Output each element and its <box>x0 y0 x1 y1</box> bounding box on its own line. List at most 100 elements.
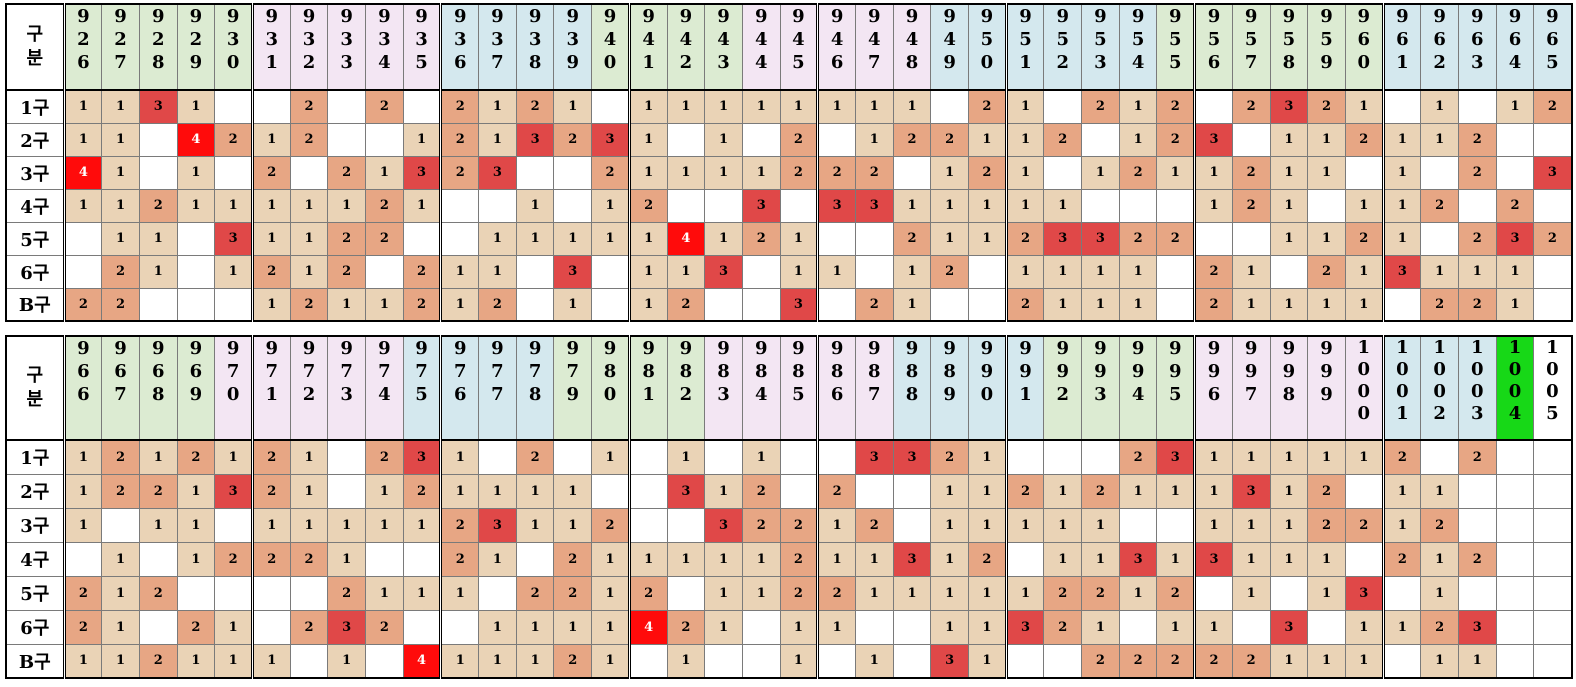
count-cell: 2 <box>439 507 480 543</box>
count-cell <box>515 287 555 322</box>
count-cell: 1 <box>591 643 630 679</box>
column-header-digit: 2 <box>151 29 165 50</box>
column-header-digit: 9 <box>1169 338 1182 359</box>
column-header-digit: 9 <box>1320 6 1333 27</box>
column-header-digit: 9 <box>189 384 203 405</box>
column-header-digit: 1 <box>642 52 655 73</box>
count-cell: 1 <box>1495 89 1535 124</box>
count-cell: 2 <box>779 122 819 157</box>
count-cell <box>365 254 404 289</box>
column-header-digit: 9 <box>754 338 768 359</box>
column-header-digit: 4 <box>754 29 768 50</box>
count-cell: 3 <box>138 89 178 124</box>
column-header-digit: 9 <box>1546 6 1559 27</box>
count-cell: 2 <box>741 473 781 509</box>
count-cell <box>892 155 932 190</box>
count-cell: 1 <box>176 643 216 679</box>
column-header-digit: 7 <box>491 361 504 382</box>
count-cell: 1 <box>591 188 630 223</box>
count-cell: 1 <box>1193 155 1233 190</box>
count-cell: 2 <box>214 541 253 577</box>
count-cell: 1 <box>1004 122 1045 157</box>
count-cell: 2 <box>1533 221 1572 256</box>
count-cell <box>1533 439 1572 475</box>
count-cell: 1 <box>968 188 1007 223</box>
count-cell: 1 <box>591 439 630 475</box>
count-cell: 1 <box>1118 287 1158 322</box>
column-header-digit: 3 <box>566 29 580 50</box>
count-cell: 1 <box>854 541 894 577</box>
count-cell: 1 <box>553 221 593 256</box>
count-cell: 1 <box>968 122 1007 157</box>
row-label: 5구 <box>5 221 66 256</box>
count-cell: 3 <box>816 188 856 223</box>
count-cell: 1 <box>1420 541 1459 577</box>
count-cell <box>250 89 291 124</box>
count-cell: 1 <box>478 643 517 679</box>
count-cell: 1 <box>365 473 404 509</box>
count-cell: 2 <box>816 473 856 509</box>
count-cell: 1 <box>1381 155 1422 190</box>
column-header-digit: 7 <box>378 361 391 382</box>
count-cell: 1 <box>1307 287 1346 322</box>
column-header-digit: 4 <box>754 52 768 73</box>
count-cell <box>1381 287 1422 322</box>
count-cell: 2 <box>365 439 404 475</box>
count-cell: 2 <box>553 575 593 611</box>
column-header-digit: 6 <box>77 361 90 382</box>
count-cell: 2 <box>365 89 404 124</box>
count-cell: 4 <box>666 221 706 256</box>
column-header-digit: 9 <box>1094 338 1107 359</box>
count-cell <box>779 188 819 223</box>
count-cell: 2 <box>101 473 140 509</box>
count-cell: 1 <box>101 609 140 645</box>
count-cell <box>176 287 216 322</box>
column-header-digit: 3 <box>226 29 240 50</box>
count-cell: 1 <box>627 287 668 322</box>
column-header-digit: 6 <box>1471 29 1484 50</box>
count-cell <box>1457 575 1497 611</box>
count-cell <box>402 221 442 256</box>
column-header-digit: 6 <box>1207 384 1221 405</box>
count-cell: 2 <box>1118 643 1158 679</box>
column-header-digit: 8 <box>528 384 542 405</box>
count-cell: 2 <box>1420 507 1459 543</box>
column-header-digit: 9 <box>792 338 805 359</box>
column-header-digit: 9 <box>1056 338 1069 359</box>
count-cell: 1 <box>1231 541 1271 577</box>
count-cell: 1 <box>1307 541 1346 577</box>
count-cell: 1 <box>816 89 856 124</box>
count-cell: 1 <box>741 541 781 577</box>
column-header-digit: 7 <box>868 52 881 73</box>
column-header-digit: 6 <box>77 52 90 73</box>
column-header-digit: 0 <box>1546 359 1559 380</box>
count-cell <box>1118 609 1158 645</box>
count-cell: 1 <box>1381 122 1422 157</box>
column-header-digit: 9 <box>603 338 617 359</box>
count-cell: 2 <box>1043 122 1083 157</box>
count-cell: 1 <box>741 439 781 475</box>
count-cell: 1 <box>101 188 140 223</box>
count-cell: 2 <box>1156 122 1196 157</box>
column-header-digit: 3 <box>340 52 353 73</box>
count-cell: 1 <box>1043 254 1083 289</box>
count-cell: 1 <box>741 575 781 611</box>
column-header-digit: 9 <box>1320 361 1333 382</box>
column-header-digit: 8 <box>943 361 956 382</box>
column-header-digit: 9 <box>1207 361 1221 382</box>
count-cell: 1 <box>1118 89 1158 124</box>
column-header-digit: 9 <box>265 338 279 359</box>
count-cell: 2 <box>1193 643 1233 679</box>
count-cell: 1 <box>591 221 630 256</box>
table-row: 3구 4 1 1 2 2 1 3 2 3 2 1 1 1 1 2 2 2 1 2 1 1 2 1 1 2 1 1 1 2 3 <box>5 155 1572 190</box>
count-cell: 1 <box>478 221 517 256</box>
